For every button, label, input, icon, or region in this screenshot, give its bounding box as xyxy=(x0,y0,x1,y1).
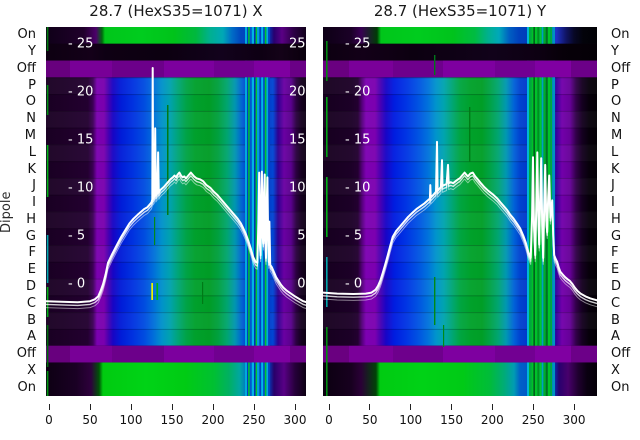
x-tick xyxy=(451,404,453,410)
y-tick-label: - 15 xyxy=(345,133,370,148)
y-tick-label: - 10 xyxy=(345,181,370,196)
row-label-left: F xyxy=(28,245,36,261)
row-label-right: J xyxy=(611,178,615,194)
x-tick-label: 100 xyxy=(119,413,143,427)
y-tick-label: - 5 xyxy=(345,229,362,244)
row-label-left: Off xyxy=(16,346,36,362)
profile-curve xyxy=(46,73,306,310)
row-label-left: I xyxy=(32,195,36,211)
x-tick xyxy=(253,404,255,410)
y-tick-label: - 15 xyxy=(68,133,93,148)
y-tick-label-right: 10 xyxy=(289,181,306,196)
row-label-right: L xyxy=(611,144,619,160)
row-label-right: M xyxy=(611,128,623,144)
x-tick-label: 0 xyxy=(325,413,333,427)
row-label-left: Y xyxy=(28,44,36,60)
row-label-left: C xyxy=(26,295,36,311)
row-label-left: N xyxy=(26,111,36,127)
x-tick-label: 50 xyxy=(82,413,98,427)
y-tick-label: - 20 xyxy=(68,85,93,100)
row-label-right: H xyxy=(611,211,621,227)
row-label-right: N xyxy=(611,111,621,127)
x-tick-label: 100 xyxy=(399,413,423,427)
y-tick-label: - 0 xyxy=(345,277,362,292)
row-label-right: On xyxy=(611,379,630,395)
row-label-right: C xyxy=(611,295,621,311)
x-tick-label: 250 xyxy=(242,413,266,427)
profile-curve xyxy=(323,147,597,308)
x-tick xyxy=(89,404,91,410)
row-label-right: X xyxy=(611,362,620,378)
y-tick-label-right: 20 xyxy=(289,85,306,100)
row-label-right: Y xyxy=(611,44,619,60)
row-label-left: J xyxy=(32,178,36,194)
row-label-left: Off xyxy=(16,60,36,76)
row-label-right: G xyxy=(611,228,622,244)
y-tick-label: - 25 xyxy=(68,37,93,52)
x-tick-label: 300 xyxy=(562,413,586,427)
row-label-right: I xyxy=(611,195,615,211)
x-tick xyxy=(212,404,214,410)
x-tick-label: 250 xyxy=(521,413,545,427)
row-label-right: A xyxy=(611,329,620,345)
x-tick xyxy=(491,404,493,410)
row-label-right: B xyxy=(611,312,620,328)
row-label-right: P xyxy=(611,77,619,93)
row-label-right: O xyxy=(611,94,622,110)
x-tick xyxy=(130,404,132,410)
x-tick-label: 150 xyxy=(160,413,184,427)
x-tick xyxy=(410,404,412,410)
x-tick xyxy=(171,404,173,410)
row-label-left: H xyxy=(26,211,36,227)
heatmap-plot-y: - 25 - 20 - 15 - 10 - 5 - 0 xyxy=(323,27,597,396)
row-label-right: K xyxy=(611,161,620,177)
y-tick-label: - 0 xyxy=(68,277,85,292)
x-tick-label: 200 xyxy=(480,413,504,427)
row-label-right: Off xyxy=(611,60,631,76)
y-tick-label: - 5 xyxy=(68,229,85,244)
heatmap-plot-x: - 25 - 20 - 15 - 10 - 5 - 0 25 20 15 10 5 0 xyxy=(46,27,306,396)
y-tick-label: - 25 xyxy=(345,37,370,52)
row-label-left: K xyxy=(27,161,36,177)
row-label-right: On xyxy=(611,27,630,43)
x-tick xyxy=(328,404,330,410)
x-tick-label: 200 xyxy=(201,413,225,427)
row-label-left: On xyxy=(17,27,36,43)
row-label-left: M xyxy=(24,128,36,144)
row-label-left: A xyxy=(27,329,36,345)
row-label-right: D xyxy=(611,278,622,294)
x-tick xyxy=(532,404,534,410)
plot-title-x: 28.7 (HexS35=1071) X xyxy=(89,2,263,20)
row-label-left: B xyxy=(27,312,36,328)
y-tick-label: - 20 xyxy=(345,85,370,100)
x-tick-label: 300 xyxy=(283,413,307,427)
y-tick-label: - 10 xyxy=(68,181,93,196)
row-label-left: On xyxy=(17,379,36,395)
row-label-left: P xyxy=(28,77,36,93)
row-label-left: D xyxy=(25,278,36,294)
row-label-left: X xyxy=(27,362,36,378)
x-tick-label: 150 xyxy=(440,413,463,427)
y-tick-label-right: 0 xyxy=(297,277,305,292)
x-tick-label: 50 xyxy=(362,413,378,427)
x-tick xyxy=(369,404,371,410)
row-label-right: F xyxy=(611,245,619,261)
y-tick-label-right: 5 xyxy=(297,229,305,244)
row-label-right: E xyxy=(611,262,620,278)
row-label-left: G xyxy=(25,228,36,244)
row-label-left: E xyxy=(27,262,36,278)
y-tick-label-right: 15 xyxy=(289,133,306,148)
x-tick xyxy=(48,404,50,410)
x-tick-label: 0 xyxy=(45,413,53,427)
row-label-left: L xyxy=(28,144,36,160)
x-tick xyxy=(573,404,575,410)
row-label-right: Off xyxy=(611,346,631,362)
x-tick xyxy=(294,404,296,410)
y-tick-label-right: 25 xyxy=(289,37,306,52)
row-label-left: O xyxy=(25,94,36,110)
plot-title-y: 28.7 (HexS35=1071) Y xyxy=(373,2,547,20)
